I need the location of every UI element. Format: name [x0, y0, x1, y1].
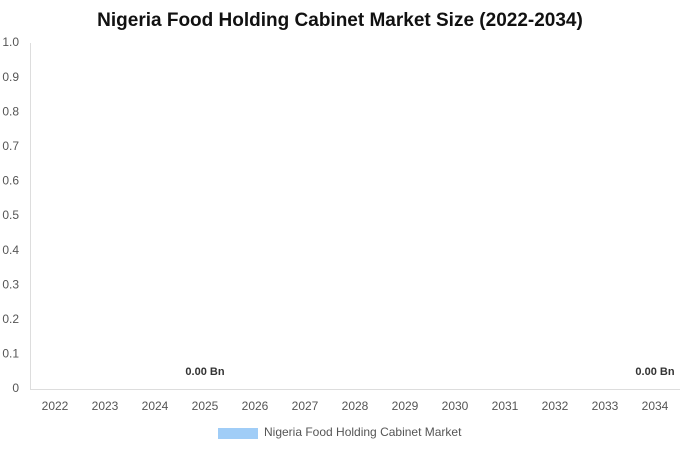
x-tick-label: 2027 — [292, 399, 319, 413]
x-tick-label: 2028 — [342, 399, 369, 413]
x-tick-label: 2030 — [442, 399, 469, 413]
x-tick-label: 2032 — [542, 399, 569, 413]
y-tick-label: 0.1 — [2, 347, 19, 361]
y-tick-label: 0.2 — [2, 312, 19, 326]
x-tick-label: 2025 — [192, 399, 219, 413]
y-tick-label: 0.8 — [2, 104, 19, 118]
x-tick-label: 2024 — [142, 399, 169, 413]
y-tick-label: 0.3 — [2, 277, 19, 291]
legend-label: Nigeria Food Holding Cabinet Market — [264, 425, 462, 439]
y-tick-label: 0.4 — [2, 243, 19, 257]
x-tick-label: 2029 — [392, 399, 419, 413]
chart-title: Nigeria Food Holding Cabinet Market Size… — [97, 10, 583, 31]
x-tick-label: 2034 — [642, 399, 669, 413]
x-tick-label: 2023 — [92, 399, 119, 413]
x-tick-label: 2026 — [242, 399, 269, 413]
x-tick-label: 2031 — [492, 399, 519, 413]
value-label: 0.00 Bn — [185, 366, 224, 378]
y-tick-label: 1.0 — [2, 35, 19, 49]
y-tick-label: 0.5 — [2, 208, 19, 222]
value-label: 0.00 Bn — [635, 366, 674, 378]
legend-swatch — [218, 428, 258, 439]
y-tick-label: 0 — [12, 381, 19, 395]
y-tick-label: 0.7 — [2, 139, 19, 153]
x-tick-label: 2022 — [42, 399, 69, 413]
y-tick-label: 0.6 — [2, 174, 19, 188]
x-tick-label: 2033 — [592, 399, 619, 413]
y-tick-label: 0.9 — [2, 70, 19, 84]
